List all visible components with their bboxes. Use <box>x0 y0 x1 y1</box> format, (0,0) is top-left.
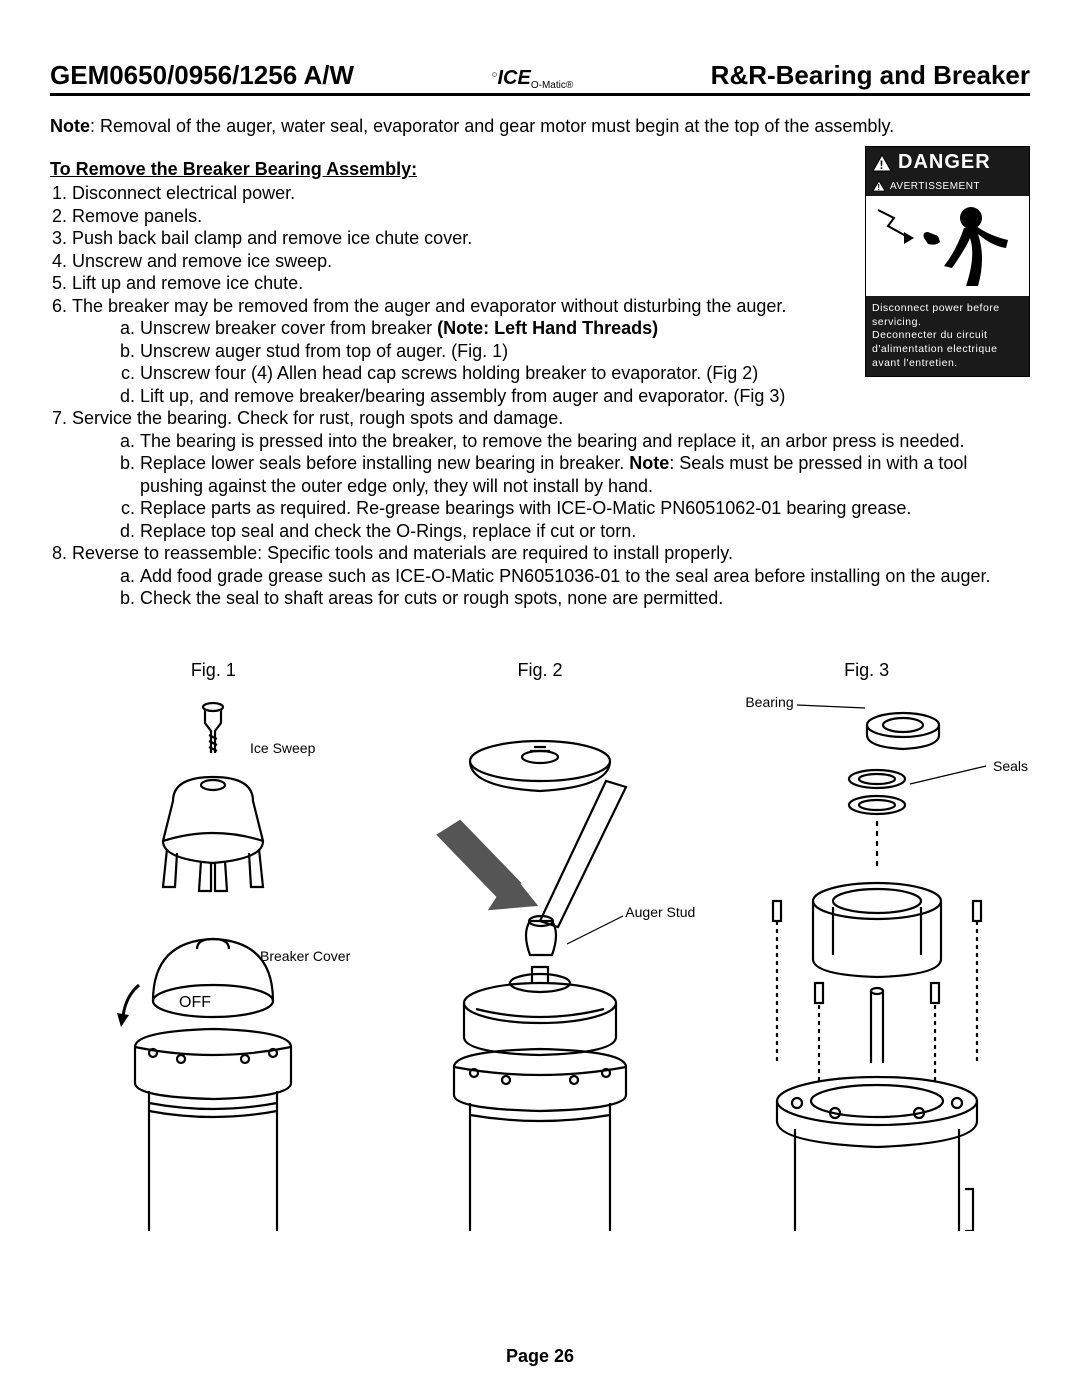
leader-line <box>908 760 988 790</box>
figure-2: Fig. 2 <box>377 660 704 1231</box>
step: Disconnect electrical power. <box>72 182 790 205</box>
step: Unscrew and remove ice sweep. <box>72 250 790 273</box>
header-model: GEM0650/0956/1256 A/W <box>50 60 354 91</box>
danger-pictogram <box>866 196 1029 296</box>
step: Service the bearing. Check for rust, rou… <box>72 407 1030 542</box>
procedure-list-lower: Service the bearing. Check for rust, rou… <box>50 407 1030 610</box>
step: The breaker may be removed from the auge… <box>72 295 790 408</box>
leader-line <box>565 910 625 950</box>
procedure-list-upper: Disconnect electrical power. Remove pane… <box>50 182 790 407</box>
figures-row: Fig. 1 OFF <box>50 660 1030 1231</box>
callout-breaker-cover: Breaker Cover <box>260 948 350 964</box>
warning-triangle-icon: ! <box>872 154 892 172</box>
substep: Lift up, and remove breaker/bearing asse… <box>140 385 790 408</box>
step: Push back bail clamp and remove ice chut… <box>72 227 790 250</box>
danger-title: DANGER <box>898 151 991 174</box>
danger-body-text: Disconnect power before servicing. Decon… <box>866 296 1029 376</box>
leader-line <box>797 700 867 714</box>
callout-auger-stud: Auger Stud <box>625 904 695 920</box>
figure-3: Fig. 3 <box>703 660 1030 1231</box>
substep: Replace top seal and check the O-Rings, … <box>140 520 1030 543</box>
svg-text:!: ! <box>880 158 885 172</box>
figure-2-diagram <box>390 691 690 1231</box>
substep: Unscrew auger stud from top of auger. (F… <box>140 340 790 363</box>
intro-note: Note: Removal of the auger, water seal, … <box>50 116 1030 137</box>
figure-label: Fig. 1 <box>50 660 377 681</box>
substep: Add food grade grease such as ICE-O-Mati… <box>140 565 1030 588</box>
header-section: R&R-Bearing and Breaker <box>711 60 1030 91</box>
callout-seals: Seals <box>993 758 1028 774</box>
danger-warning-box: ! DANGER ! AVERTISSEMENT Disconnect powe… <box>865 146 1030 377</box>
callout-ice-sweep: Ice Sweep <box>250 740 315 756</box>
substep: The bearing is pressed into the breaker,… <box>140 430 1030 453</box>
step: Remove panels. <box>72 205 790 228</box>
svg-text:!: ! <box>877 183 880 192</box>
figure-label: Fig. 2 <box>377 660 704 681</box>
header-brand: ○ICEO-Matic® <box>491 67 573 91</box>
figure-label: Fig. 3 <box>703 660 1030 681</box>
callout-bearing: Bearing <box>745 694 793 710</box>
substep: Unscrew breaker cover from breaker (Note… <box>140 317 790 340</box>
step: Reverse to reassemble: Specific tools an… <box>72 542 1030 610</box>
warning-triangle-icon: ! <box>872 180 886 192</box>
danger-subtitle-bar: ! AVERTISSEMENT <box>866 178 1029 196</box>
substep: Replace parts as required. Re-grease bea… <box>140 497 1030 520</box>
svg-text:OFF: OFF <box>179 994 211 1011</box>
substep: Unscrew four (4) Allen head cap screws h… <box>140 362 790 385</box>
danger-title-bar: ! DANGER <box>866 147 1029 178</box>
figure-1: Fig. 1 OFF <box>50 660 377 1231</box>
step: Lift up and remove ice chute. <box>72 272 790 295</box>
substep: Check the seal to shaft areas for cuts o… <box>140 587 1030 610</box>
page-header: GEM0650/0956/1256 A/W ○ICEO-Matic® R&R-B… <box>50 60 1030 96</box>
danger-subtitle: AVERTISSEMENT <box>890 181 980 192</box>
page-number: Page 26 <box>0 1346 1080 1367</box>
substep: Replace lower seals before installing ne… <box>140 452 1030 497</box>
